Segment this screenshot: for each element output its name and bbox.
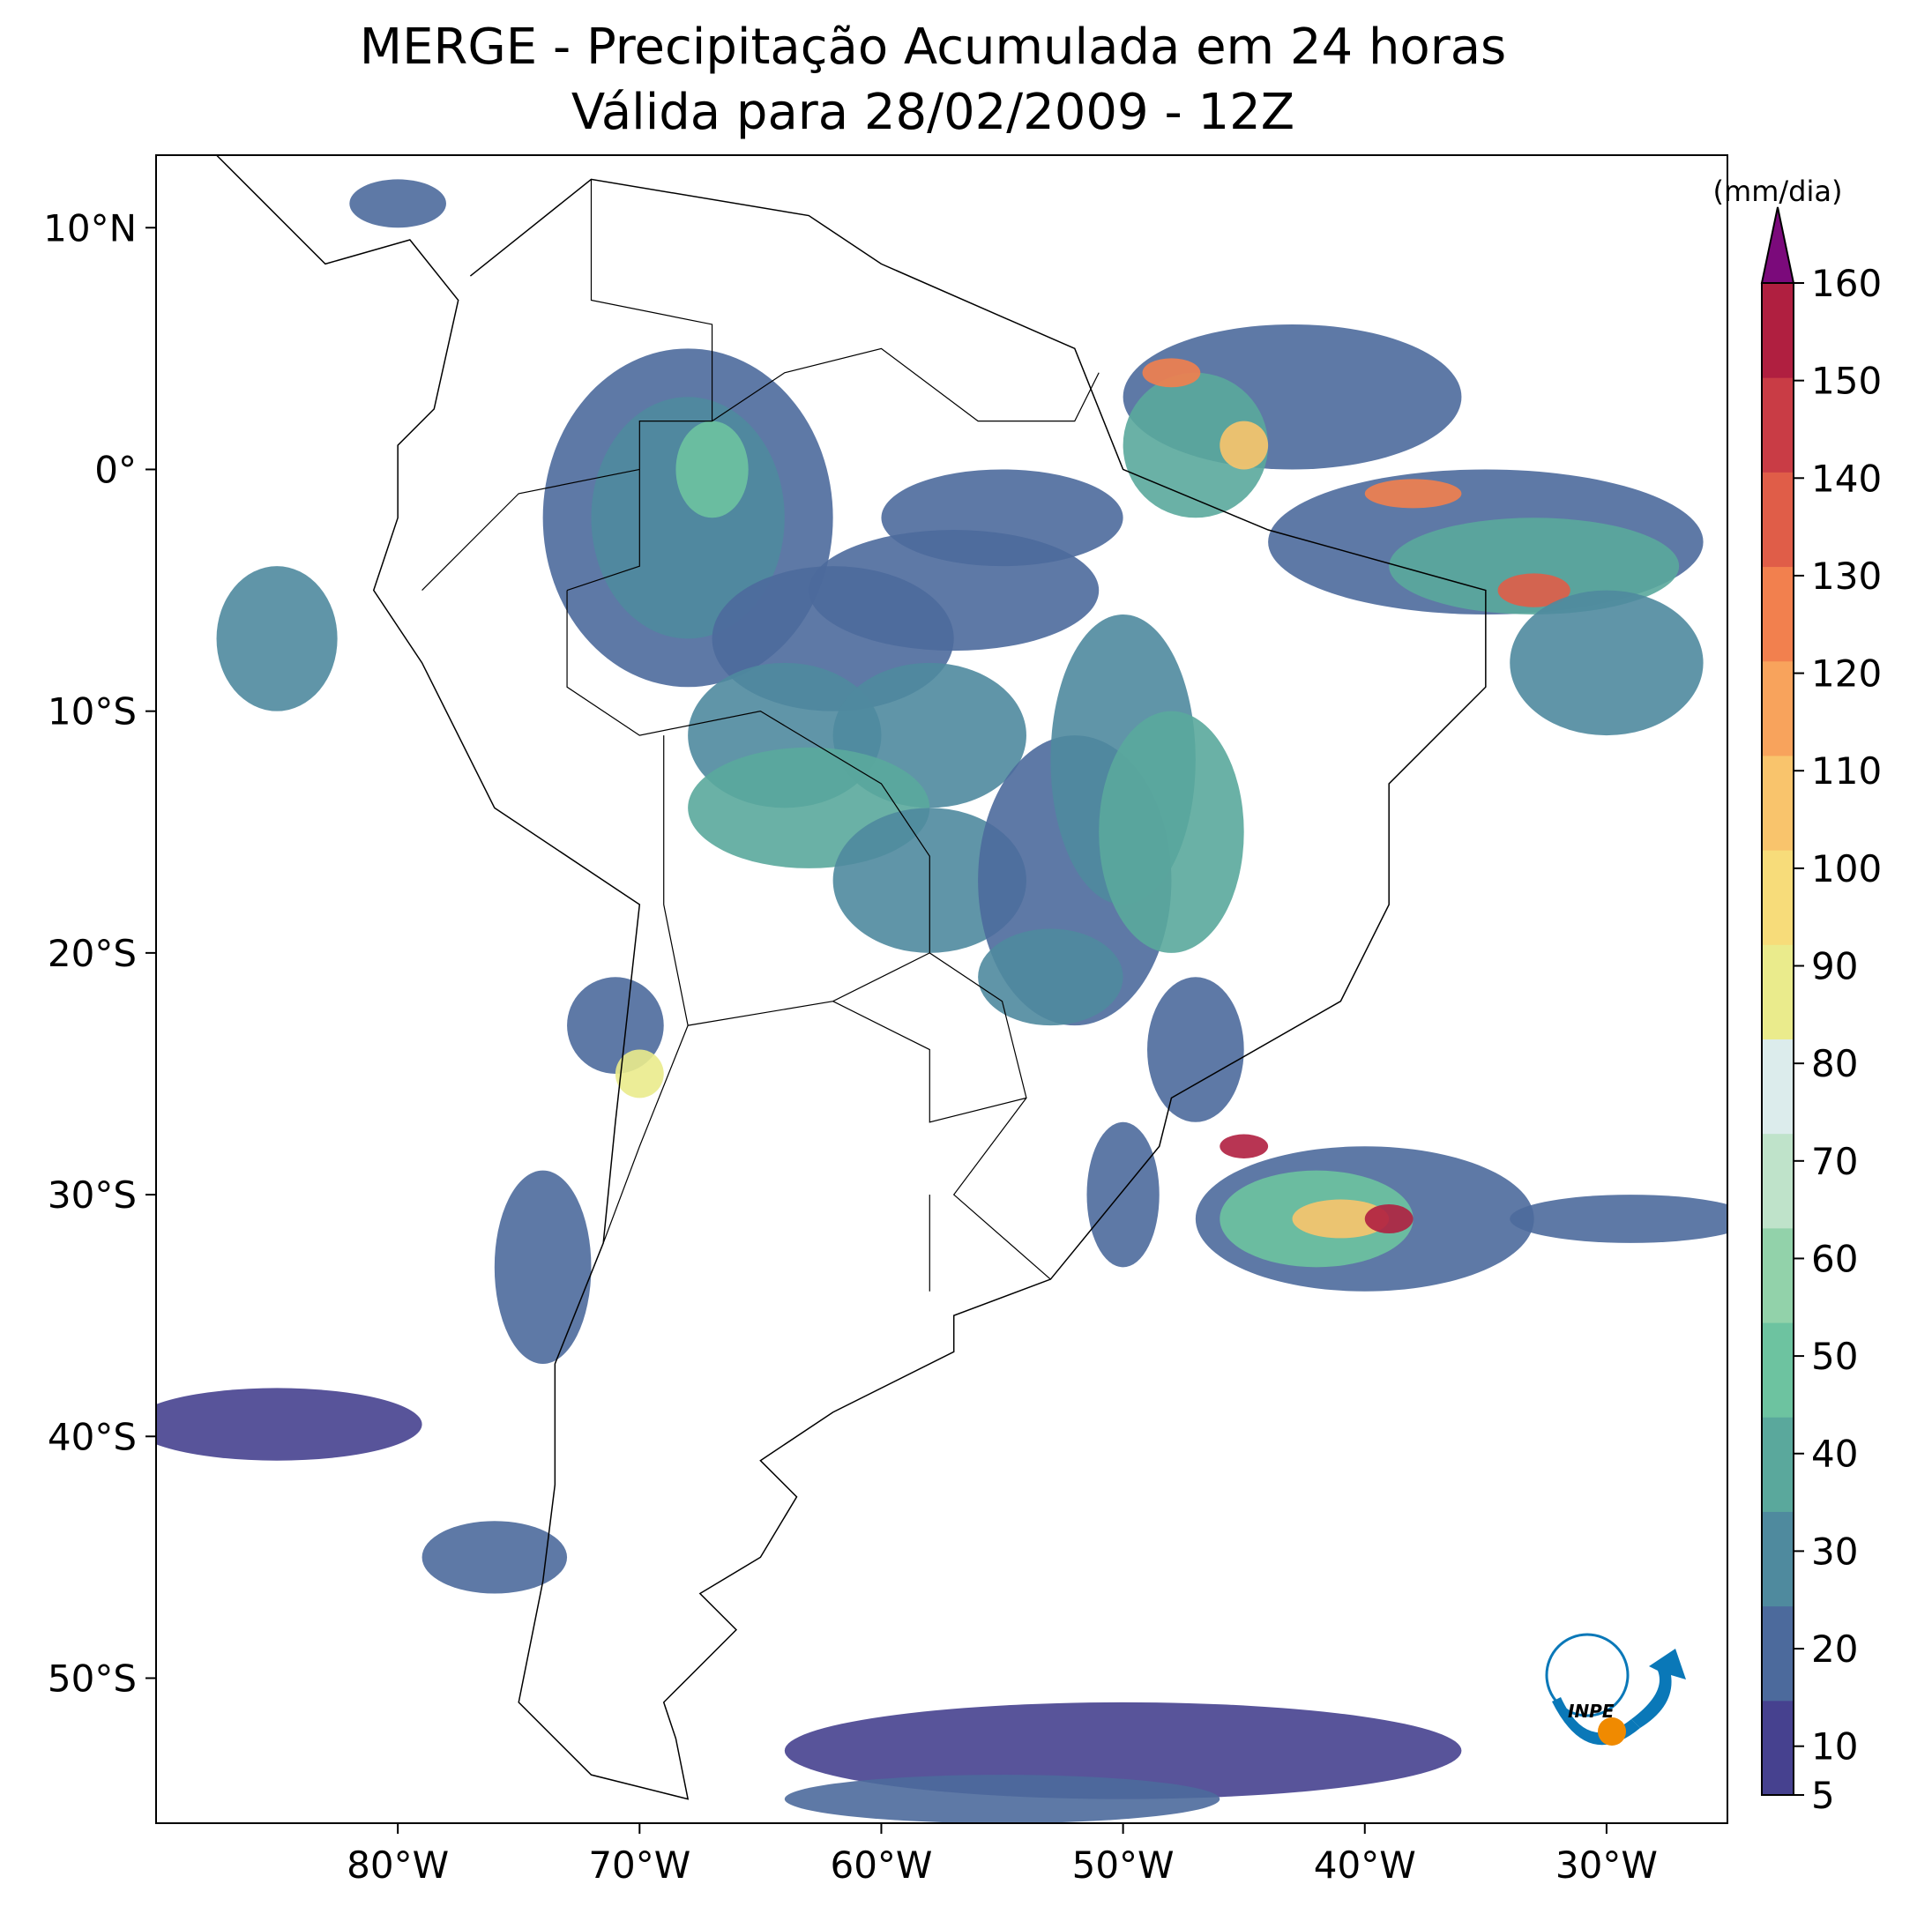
y-tick-label: 10°S [48, 690, 137, 734]
precip-area [1364, 1204, 1414, 1233]
border [421, 468, 640, 591]
y-tick-label: 30°S [48, 1173, 137, 1217]
colorbar-tick-label: 90 [1811, 945, 1858, 988]
precip-area [1123, 372, 1269, 518]
precip-area [1220, 421, 1269, 470]
border [566, 347, 1100, 592]
y-tick-label: 50°S [48, 1657, 137, 1700]
precip-area [1497, 573, 1570, 607]
precip-area [156, 1388, 422, 1461]
colorbar-band [1762, 1700, 1794, 1796]
precip-area [1364, 479, 1462, 509]
colorbar-band [1762, 944, 1794, 1039]
x-tick-label: 30°W [1555, 1843, 1658, 1887]
precip-area [784, 1775, 1220, 1823]
colorbar-band [1762, 377, 1794, 473]
precip-area [1389, 518, 1680, 614]
colorbar-frame [1761, 282, 1794, 1796]
colorbar-tick-label: 140 [1811, 457, 1882, 500]
precip-area [1142, 358, 1201, 388]
colorbar-band [1762, 566, 1794, 662]
colorbar-tick-label: 110 [1811, 749, 1882, 793]
colorbar-tick-label: 10 [1811, 1725, 1858, 1769]
colorbar-band [1762, 472, 1794, 568]
colorbar-label: (mm/dia) [1713, 175, 1843, 208]
chart-title: MERGE - Precipitação Acumulada em 24 hor… [360, 19, 1506, 76]
border [602, 1024, 689, 1244]
y-tick-label: 20°S [48, 932, 137, 975]
svg-text:INPE: INPE [1568, 1701, 1615, 1722]
precip-area [421, 1521, 568, 1594]
colorbar-tick-label: 70 [1811, 1140, 1858, 1183]
colorbar-tick-label: 80 [1811, 1042, 1858, 1085]
colorbar-band [1762, 1605, 1794, 1702]
x-tick-label: 60°W [830, 1843, 932, 1887]
colorbar-tick-label: 50 [1811, 1335, 1858, 1378]
precip-area [1086, 1121, 1160, 1268]
colorbar-band [1762, 1417, 1794, 1512]
colorbar-tick-label: 40 [1811, 1433, 1858, 1476]
colorbar-band [1762, 850, 1794, 945]
y-tick-label: 10°N [43, 206, 137, 249]
precip-area [784, 1702, 1462, 1799]
colorbar-extend [1760, 206, 1795, 284]
chart-subtitle: Válida para 28/02/2009 - 12Z [571, 84, 1294, 141]
x-tick-label: 70°W [588, 1843, 690, 1887]
colorbar-band [1762, 1227, 1794, 1323]
precip-area [1220, 1134, 1269, 1158]
colorbar-tick-label: 100 [1811, 847, 1882, 890]
x-tick-label: 40°W [1314, 1843, 1416, 1887]
coastline [212, 155, 1487, 1800]
colorbar-band [1762, 283, 1794, 378]
plot-frame [155, 154, 1728, 1824]
colorbar-tick-label: 5 [1811, 1774, 1835, 1817]
border [590, 179, 713, 421]
colorbar-band [1762, 1322, 1794, 1418]
colorbar-tick-label: 30 [1811, 1530, 1858, 1573]
colorbar-tick-label: 20 [1811, 1627, 1858, 1671]
precip-area [1510, 1195, 1727, 1243]
colorbar-band [1762, 1133, 1794, 1229]
precip-area [1147, 977, 1244, 1122]
y-tick-label: 0° [94, 448, 137, 491]
colorbar-band [1762, 1511, 1794, 1607]
x-tick-label: 50°W [1072, 1843, 1175, 1887]
colorbar-tick-label: 130 [1811, 555, 1882, 598]
x-tick-label: 80°W [347, 1843, 449, 1887]
colorbar-tick-label: 60 [1811, 1237, 1858, 1280]
colorbar-band [1762, 1039, 1794, 1135]
map-area [156, 155, 1727, 1823]
precip-area [1510, 590, 1704, 736]
border [832, 1001, 1027, 1123]
inpe-logo: INPE [1534, 1618, 1706, 1750]
precip-area [349, 179, 446, 228]
precip-area [978, 928, 1123, 1026]
border [566, 590, 1051, 1280]
precip-area [567, 977, 664, 1074]
precip-area [615, 1049, 664, 1099]
colorbar-band [1762, 755, 1794, 851]
precip-area [675, 421, 749, 518]
y-tick-label: 40°S [48, 1415, 137, 1458]
colorbar-tick-label: 120 [1811, 652, 1882, 696]
precip-area [216, 566, 338, 711]
precip-area [1292, 1199, 1390, 1239]
precip-area [1099, 711, 1244, 953]
precip-area [494, 1170, 592, 1365]
colorbar-tick-label: 150 [1811, 360, 1882, 403]
precip-area [881, 469, 1123, 567]
colorbar-band [1762, 660, 1794, 756]
colorbar-tick-label: 160 [1811, 262, 1882, 305]
